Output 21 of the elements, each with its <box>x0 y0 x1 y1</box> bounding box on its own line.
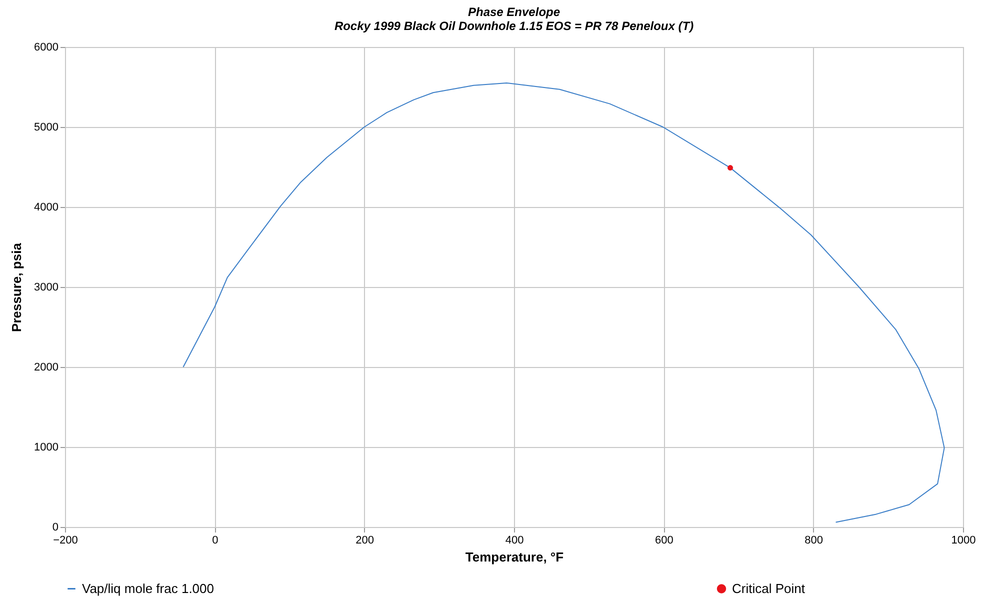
y-tick-label: 0 <box>52 522 58 534</box>
x-tick-label: 200 <box>356 534 374 546</box>
x-axis-title: Temperature, °F <box>465 550 564 564</box>
x-tick-label: 400 <box>505 534 524 546</box>
x-tick-label: 0 <box>212 534 218 546</box>
x-tick-label: 600 <box>654 534 674 546</box>
line-series <box>182 82 945 523</box>
y-tick-label: 5000 <box>34 122 58 134</box>
chart-title: Phase Envelope <box>468 5 560 19</box>
chart-subtitle: Rocky 1999 Black Oil Downhole 1.15 EOS = PR 78 Peneloux (T) <box>334 19 694 33</box>
legend-label: Critical Point <box>732 580 806 596</box>
y-tick-label: 2000 <box>34 362 58 374</box>
y-axis-title: Pressure, psia <box>9 242 24 332</box>
y-tick-label: 4000 <box>34 202 58 214</box>
y-tick-label: 6000 <box>34 42 58 54</box>
x-tick-label: 800 <box>804 534 824 546</box>
y-tick-label: 1000 <box>34 442 58 454</box>
x-tick-label: 1000 <box>951 534 976 546</box>
x-tick-label: −200 <box>53 534 78 546</box>
legend-label: Vap/liq mole frac 1.000 <box>82 580 214 596</box>
y-tick-label: 3000 <box>34 282 58 294</box>
